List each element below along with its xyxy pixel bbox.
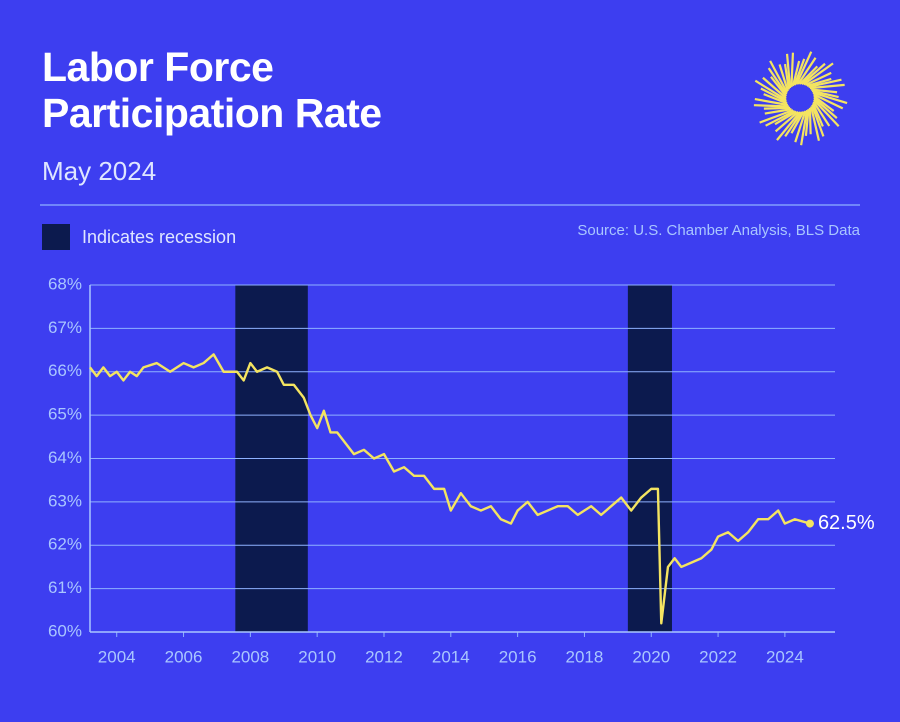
- logo-ray: [790, 110, 805, 134]
- logo-ray: [811, 102, 824, 127]
- logo-ray: [800, 109, 809, 146]
- chart-subtitle: May 2024: [42, 156, 157, 186]
- logo-ray: [804, 108, 810, 136]
- logo-ray: [797, 57, 817, 85]
- logo-ray: [813, 93, 844, 110]
- logo-ray: [774, 111, 799, 133]
- y-tick-label: 60%: [48, 621, 82, 640]
- x-tick-label: 2018: [566, 647, 604, 666]
- logo: [753, 51, 848, 146]
- logo-ray: [808, 78, 842, 88]
- logo-ray: [813, 97, 838, 119]
- logo-ray: [811, 104, 825, 137]
- logo-ray: [795, 51, 813, 85]
- y-tick-label: 65%: [48, 405, 82, 424]
- logo-ray: [762, 76, 787, 99]
- logo-ray: [799, 65, 819, 85]
- logo-ray: [806, 77, 832, 87]
- logo-ray: [812, 91, 848, 105]
- source: Source: U.S. Chamber Analysis, BLS Data: [577, 222, 860, 239]
- logo-ray: [802, 62, 834, 86]
- x-tick-label: 2024: [766, 647, 804, 666]
- x-tick-label: 2004: [98, 647, 136, 666]
- logo-ray: [809, 83, 845, 90]
- logo-ray: [765, 109, 796, 127]
- logo-ray: [753, 104, 789, 108]
- data-line: [89, 353, 811, 625]
- y-tick-label: 62%: [48, 535, 82, 554]
- y-tick-label: 67%: [48, 318, 82, 337]
- x-tick-label: 2012: [365, 647, 403, 666]
- x-tick-label: 2008: [231, 647, 269, 666]
- logo-ray: [811, 89, 839, 99]
- logo-ray: [763, 106, 791, 110]
- logo-ray: [810, 106, 820, 142]
- y-tick-label: 63%: [48, 491, 82, 510]
- logo-ray: [810, 88, 838, 94]
- logo-ray: [759, 109, 794, 124]
- x-tick-label: 2022: [699, 647, 737, 666]
- logo-ray: [776, 111, 801, 141]
- logo-ray: [767, 67, 788, 95]
- logo-ray: [754, 97, 789, 107]
- x-tick-label: 2016: [499, 647, 537, 666]
- end-label: 62.5%: [818, 512, 875, 534]
- logo-ray: [769, 60, 789, 94]
- logo-ray: [791, 60, 801, 87]
- legend-swatch: [42, 224, 70, 250]
- y-tick-label: 66%: [48, 361, 82, 380]
- logo-ray: [763, 93, 788, 105]
- logo-ray: [813, 95, 835, 112]
- logo-ray: [801, 62, 826, 85]
- chart-title: Labor Force Participation Rate: [42, 44, 382, 136]
- logo-ray: [754, 79, 787, 101]
- x-tick-label: 2020: [632, 647, 670, 666]
- y-tick-label: 64%: [48, 448, 82, 467]
- logo-ray: [804, 71, 832, 87]
- logo-ray: [774, 110, 797, 126]
- logo-ray: [784, 111, 803, 137]
- logo-ray: [778, 64, 789, 92]
- x-tick-label: 2010: [298, 647, 336, 666]
- logo-ray: [783, 63, 790, 90]
- x-tick-label: 2014: [432, 647, 470, 666]
- logo-ray: [808, 107, 812, 135]
- y-tick-label: 68%: [48, 274, 82, 293]
- logo-ray: [760, 87, 787, 103]
- logo-ray: [793, 58, 806, 86]
- logo-ray: [790, 52, 795, 87]
- logo-ray: [764, 108, 792, 115]
- legend-label: Indicates recession: [82, 227, 236, 247]
- logo-ray: [785, 53, 792, 89]
- logo-ray: [812, 101, 831, 127]
- logo-ray: [813, 99, 840, 128]
- end-point: [805, 519, 814, 528]
- x-tick-label: 2006: [165, 647, 203, 666]
- logo-ray: [770, 76, 787, 97]
- y-tick-label: 61%: [48, 578, 82, 597]
- logo-ray: [794, 110, 807, 143]
